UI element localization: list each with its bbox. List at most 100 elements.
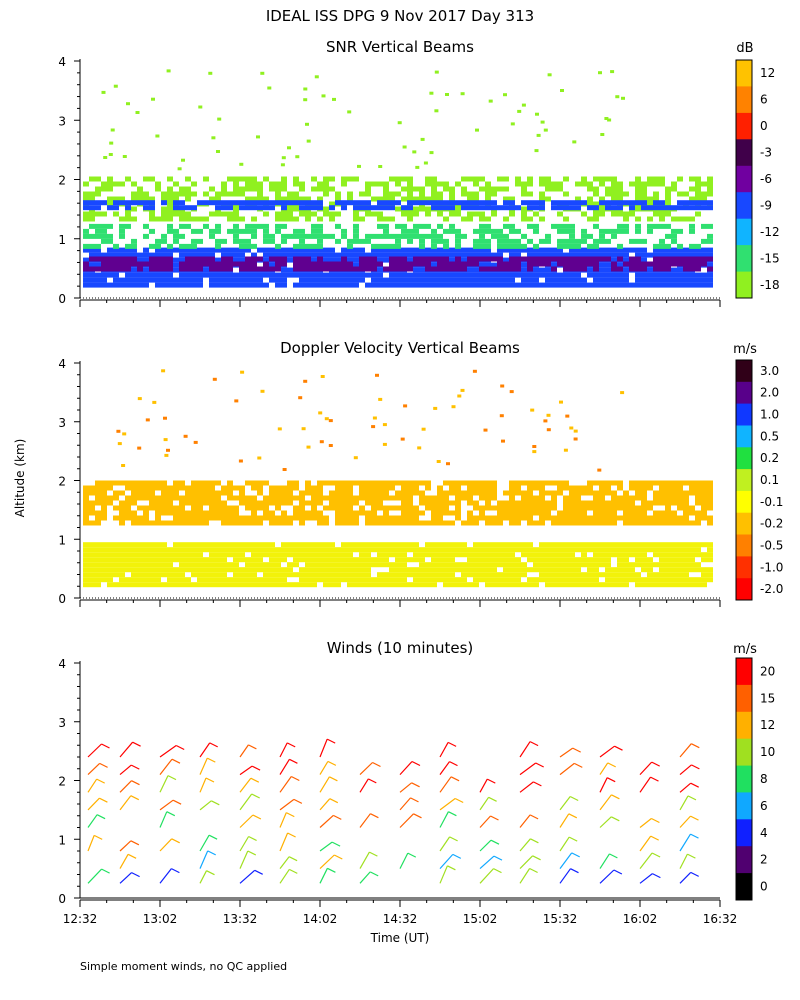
- field-cell: [539, 552, 545, 558]
- field-cell: [491, 515, 497, 521]
- field-cell: [347, 191, 353, 197]
- field-cell: [665, 186, 671, 192]
- field-cell: [119, 552, 125, 558]
- field-cell: [227, 216, 233, 222]
- field-cell: [443, 282, 449, 288]
- field-speckle: [328, 444, 333, 447]
- field-cell: [539, 272, 545, 278]
- field-cell: [413, 577, 419, 583]
- field-cell: [563, 252, 569, 258]
- field-cell: [281, 557, 287, 563]
- field-cell: [461, 257, 467, 263]
- field-cell: [119, 261, 125, 267]
- field-cell: [599, 500, 605, 506]
- field-cell: [323, 582, 329, 588]
- field-cell: [521, 272, 527, 278]
- wind-barb: [559, 852, 573, 869]
- field-cell: [557, 510, 563, 516]
- field-cell: [263, 238, 269, 244]
- field-cell: [287, 267, 293, 273]
- field-cell: [437, 233, 443, 239]
- field-cell: [215, 261, 221, 267]
- field-cell: [377, 211, 383, 217]
- wind-barb: [519, 781, 534, 793]
- field-cell: [617, 557, 623, 563]
- field-cell: [581, 490, 587, 496]
- field-cell: [479, 186, 485, 192]
- field-cell: [605, 542, 611, 548]
- wind-barb-flag: [651, 817, 660, 824]
- y-tick-label: 2: [58, 775, 66, 789]
- field-speckle: [565, 414, 570, 418]
- field-cell: [173, 547, 179, 553]
- field-speckle: [397, 121, 402, 125]
- field-cell: [449, 196, 455, 202]
- field-cell: [413, 510, 419, 516]
- field-cell: [95, 200, 101, 206]
- field-cell: [341, 515, 347, 521]
- field-cell: [515, 247, 521, 253]
- field-cell: [83, 572, 89, 578]
- field-cell: [287, 582, 293, 588]
- field-cell: [395, 577, 401, 583]
- field-cell: [89, 510, 95, 516]
- field-cell: [251, 272, 257, 278]
- field-cell: [539, 520, 545, 526]
- field-cell: [173, 262, 179, 268]
- field-cell: [191, 243, 197, 249]
- field-cell: [551, 480, 557, 486]
- field-cell: [113, 480, 119, 486]
- field-cell: [95, 577, 101, 583]
- field-cell: [209, 547, 215, 553]
- field-cell: [269, 485, 275, 491]
- field-cell: [131, 557, 137, 563]
- field-cell: [113, 205, 119, 211]
- field-cell: [635, 196, 641, 202]
- colorbar-tick-label: 0: [760, 119, 768, 133]
- field-speckle: [267, 86, 272, 90]
- field-cell: [179, 200, 185, 206]
- field-cell: [155, 186, 161, 192]
- field-cell: [149, 485, 155, 491]
- field-cell: [515, 582, 521, 588]
- field-cell: [353, 205, 359, 211]
- field-cell: [263, 223, 269, 229]
- colorbar-swatch: [736, 60, 752, 87]
- field-cell: [179, 191, 185, 197]
- field-cell: [665, 272, 671, 278]
- field-cell: [95, 582, 101, 588]
- field-cell: [701, 552, 707, 558]
- field-cell: [557, 247, 563, 253]
- field-cell: [497, 243, 503, 249]
- field-cell: [629, 500, 635, 506]
- field-cell: [335, 272, 341, 278]
- colorbar-swatch: [736, 819, 752, 847]
- field-cell: [533, 547, 539, 553]
- field-cell: [209, 515, 215, 521]
- field-cell: [401, 505, 407, 511]
- field-cell: [395, 181, 401, 187]
- field-cell: [233, 223, 239, 229]
- field-speckle: [257, 456, 262, 460]
- wind-barb-flag: [209, 742, 218, 748]
- field-cell: [347, 495, 353, 501]
- colorbar-tick-label: 20: [760, 664, 775, 678]
- field-cell: [365, 266, 371, 272]
- field-cell: [239, 272, 245, 278]
- field-cell: [131, 181, 137, 187]
- field-cell: [563, 266, 569, 272]
- field-speckle: [532, 445, 537, 448]
- field-cell: [581, 505, 587, 511]
- field-cell: [647, 520, 653, 526]
- field-cell: [587, 256, 593, 262]
- field-cell: [119, 547, 125, 553]
- field-cell: [593, 480, 599, 486]
- wind-barb-flag: [291, 775, 300, 782]
- field-cell: [95, 205, 101, 211]
- field-cell: [671, 557, 677, 563]
- field-speckle: [295, 155, 300, 159]
- field-cell: [191, 272, 197, 278]
- field-cell: [377, 547, 383, 553]
- field-cell: [545, 282, 551, 288]
